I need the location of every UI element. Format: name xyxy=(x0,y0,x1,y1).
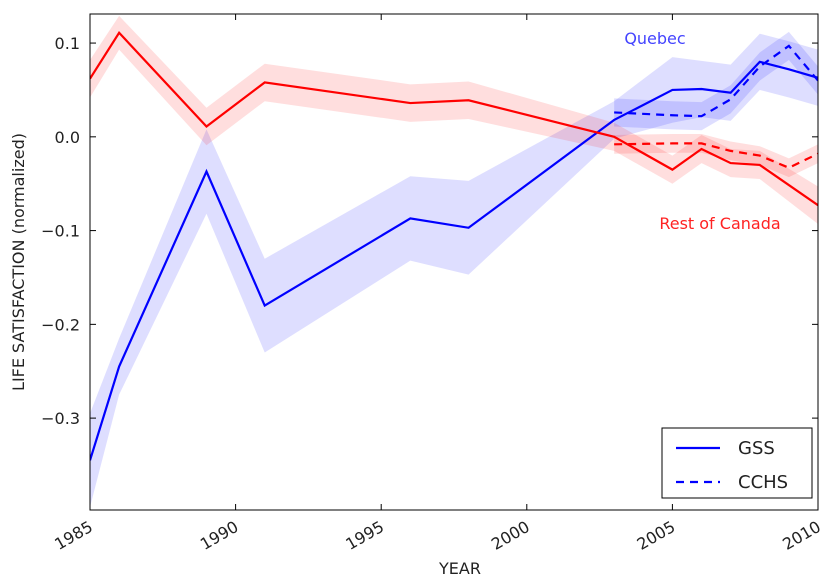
y-tick-label: −0.1 xyxy=(41,222,80,241)
x-tick-label: 2010 xyxy=(779,517,820,554)
error-band xyxy=(90,33,818,508)
x-tick-label: 2000 xyxy=(488,517,533,554)
error-band xyxy=(90,15,818,225)
legend-label: GSS xyxy=(738,438,775,459)
x-tick-label: 1990 xyxy=(197,517,242,554)
y-tick-label: 0.0 xyxy=(55,128,80,147)
plot xyxy=(90,15,818,508)
legend-box xyxy=(661,427,813,499)
plot-frame xyxy=(89,13,819,511)
error-band xyxy=(614,31,818,131)
y-tick-label: −0.3 xyxy=(41,409,80,428)
y-tick-label: 0.1 xyxy=(55,34,80,53)
annotation: Rest of Canada xyxy=(659,214,780,233)
x-tick-label: 2005 xyxy=(634,517,679,554)
x-tick-label: 1985 xyxy=(51,517,96,554)
y-tick-label: −0.2 xyxy=(41,315,80,334)
series-line xyxy=(90,60,818,461)
series-line xyxy=(90,30,818,207)
x-tick-label: 1995 xyxy=(342,517,387,554)
legend-label: CCHS xyxy=(738,472,788,493)
series-line xyxy=(614,142,818,169)
annotation: Quebec xyxy=(624,29,685,48)
series-line xyxy=(614,44,818,118)
x-axis-label: YEAR xyxy=(438,559,481,578)
y-axis-label: LIFE SATISFACTION (normalized) xyxy=(9,133,28,391)
